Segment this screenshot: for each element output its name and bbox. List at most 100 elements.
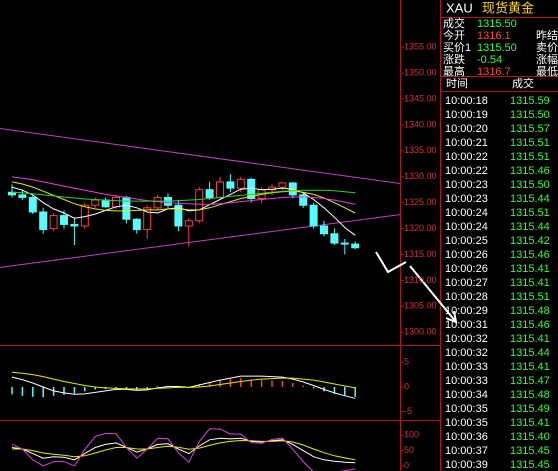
y-tick-label: 1345.00	[404, 93, 437, 103]
y-tick-label: 1315.00	[404, 249, 437, 259]
indicator-line	[11, 428, 356, 471]
candle-body	[184, 220, 193, 227]
kdj-panel	[11, 428, 356, 471]
y-tick-label: 1330.00	[404, 171, 437, 181]
indicator-line	[11, 437, 356, 464]
y-tick-label: 1350.00	[404, 67, 437, 77]
trade-time: 10:00:20	[445, 123, 488, 135]
trade-price: 1315.46	[510, 319, 550, 331]
candle-body	[101, 199, 110, 208]
quote-label: 买价1	[443, 41, 471, 54]
trade-time: 10:00:26	[445, 249, 488, 261]
trade-price: 1315.45	[510, 445, 550, 457]
trade-price: 1315.41	[510, 263, 550, 275]
trade-price: 1315.48	[510, 305, 550, 317]
trade-price: 1315.49	[510, 403, 550, 415]
candle-body	[28, 196, 37, 213]
candle-body	[153, 196, 162, 209]
candle-body	[299, 194, 308, 206]
trade-time: 10:00:33	[445, 375, 488, 387]
candle-body	[112, 196, 120, 208]
trade-price: 1315.46	[510, 249, 550, 261]
trade-price: 1315.51	[510, 151, 550, 163]
trade-price: 1315.41	[510, 333, 550, 345]
instrument-name: 现货黄金	[482, 0, 534, 15]
trend-line	[0, 214, 400, 268]
candle-body	[226, 181, 235, 189]
candle-body	[8, 191, 16, 196]
y-tick-label: 50	[404, 445, 414, 455]
y-tick-label: 1305.00	[404, 301, 437, 311]
indicator-line	[11, 176, 356, 205]
candle-body	[340, 242, 349, 245]
trade-time: 10:00:22	[445, 165, 488, 177]
candle-body	[216, 181, 224, 198]
indicator-line	[11, 181, 356, 214]
trade-price: 1315.40	[510, 431, 550, 443]
y-tick-label: 0	[404, 381, 409, 391]
trade-time: 10:00:32	[445, 333, 488, 345]
trade-time: 10:00:24	[445, 221, 488, 233]
candle-body	[278, 182, 287, 188]
y-tick-label: 1310.00	[404, 275, 437, 285]
y-tick-label: -5	[404, 406, 412, 416]
candle-body	[91, 199, 100, 206]
indicator-line	[12, 439, 356, 461]
candle-body	[320, 225, 328, 235]
candle-body	[70, 223, 79, 227]
column-header: 时间	[446, 77, 468, 90]
trade-price: 1315.51	[510, 137, 550, 149]
y-tick-label: 1355.00	[404, 42, 437, 52]
trade-time: 10:00:18	[445, 95, 488, 107]
y-tick-label: 1325.00	[404, 197, 437, 207]
candle-body	[60, 215, 68, 225]
symbol: XAU	[446, 0, 473, 15]
y-tick-label: 1320.00	[404, 223, 437, 233]
trade-price: 1315.57	[510, 123, 550, 135]
y-tick-label: 1340.00	[404, 119, 437, 129]
quote-label: 最高	[443, 64, 465, 78]
quote-label: 最低	[536, 65, 558, 78]
trade-price: 1315.48	[510, 389, 550, 401]
trade-price: 1315.45	[510, 459, 550, 471]
quote-value: 1315.50	[477, 42, 517, 54]
quote-label: 涨跌	[443, 52, 465, 66]
trade-time: 10:00:35	[445, 403, 488, 415]
trade-time: 10:00:26	[445, 263, 488, 275]
quote-label: 今开	[443, 28, 465, 42]
trade-time: 10:00:34	[445, 389, 488, 401]
trade-price: 1315.51	[510, 291, 550, 303]
trade-price: 1315.59	[510, 95, 550, 107]
trade-price: 1315.44	[510, 193, 550, 205]
y-tick-label: 1335.00	[404, 145, 437, 155]
candle-body	[143, 207, 152, 231]
quote-label: 昨结	[536, 29, 558, 42]
trade-time: 10:00:37	[445, 445, 488, 457]
trade-time: 10:00:24	[445, 207, 488, 219]
candle-body	[236, 178, 245, 189]
trade-price: 1315.41	[510, 277, 550, 289]
trade-price: 1315.50	[510, 109, 550, 121]
candle-body	[39, 211, 48, 231]
trade-time: 10:00:25	[445, 235, 488, 247]
candle-body	[330, 233, 339, 244]
indicator-line	[11, 189, 356, 202]
quote-value: 1315.50	[477, 18, 517, 30]
quote-value: -0.54	[477, 54, 502, 66]
y-tick-label: 0	[404, 460, 409, 470]
y-tick-label: 100	[404, 430, 419, 440]
trade-price: 1315.41	[510, 417, 550, 429]
candle-body	[195, 189, 204, 222]
quote-value: 1316.7	[477, 66, 511, 78]
trade-time: 10:00:35	[445, 417, 488, 429]
trade-time: 10:00:22	[445, 151, 488, 163]
trade-time: 10:00:33	[445, 361, 488, 373]
trade-time: 10:00:36	[445, 431, 488, 443]
candle-body	[49, 215, 58, 230]
quote-label: 涨幅	[536, 53, 558, 66]
trade-price: 1315.47	[510, 375, 550, 387]
trade-time: 10:00:21	[445, 137, 488, 149]
candle-body	[18, 194, 27, 198]
indicator-line	[11, 371, 356, 390]
